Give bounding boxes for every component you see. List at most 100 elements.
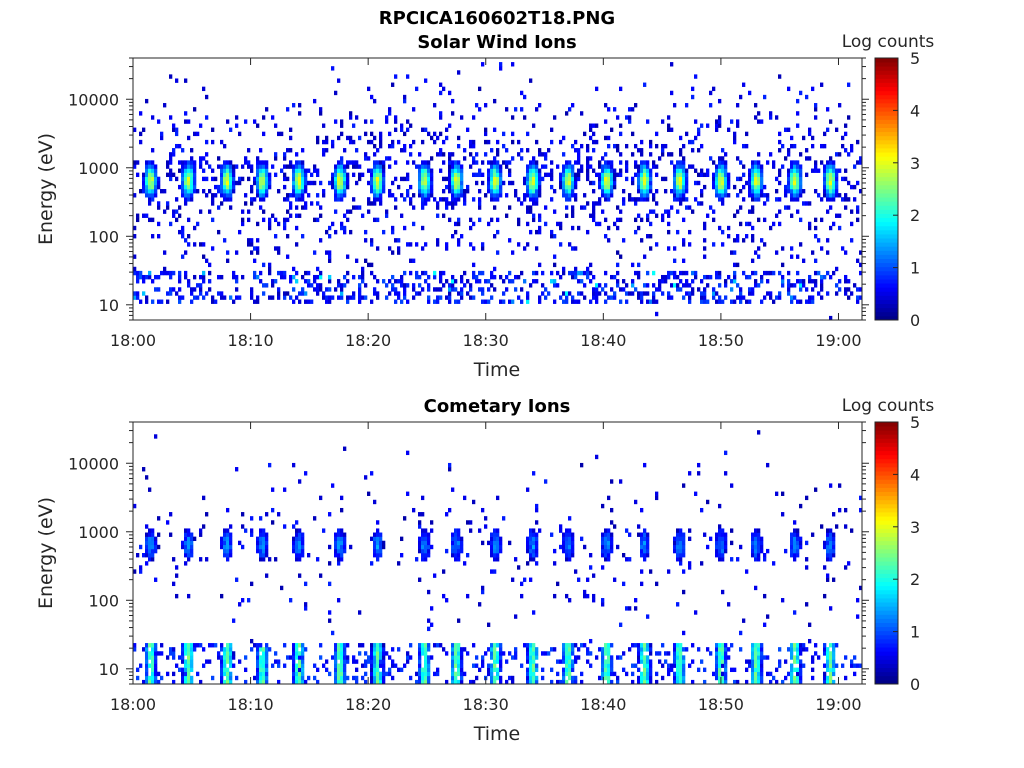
heatmap-cell [406,242,410,247]
heatmap-cell [664,651,668,656]
heatmap-cell [214,193,218,198]
heatmap-cell [226,197,230,202]
heatmap-cell [379,160,383,165]
heatmap-cell [499,274,503,280]
heatmap-cell [799,279,803,284]
heatmap-cell [427,532,431,537]
heatmap-cell [814,643,818,648]
heatmap-cell [529,655,533,660]
heatmap-cell [568,598,572,603]
heatmap-cell [145,675,149,681]
heatmap-cell [562,671,566,677]
heatmap-cell [700,295,704,300]
heatmap-cell [679,553,683,558]
heatmap-cell [337,679,341,685]
heatmap-cell [265,176,269,182]
heatmap-cell [448,172,452,178]
heatmap-cell [256,172,260,178]
heatmap-cell [808,131,812,137]
heatmap-cell [184,274,188,280]
heatmap-cell [553,115,557,120]
heatmap-cell [721,168,725,173]
heatmap-cell [655,189,659,194]
heatmap-cell [637,655,641,660]
colorbar-segment [875,679,898,685]
heatmap-cell [460,172,464,178]
heatmap-cell [367,197,371,202]
heatmap-cell [598,197,602,202]
heatmap-cell [451,675,455,681]
heatmap-cell [640,548,644,554]
heatmap-cell [181,164,185,169]
heatmap-cell [760,189,764,194]
heatmap-cell [745,143,749,149]
heatmap-cell [343,168,347,173]
heatmap-cell [244,679,248,685]
heatmap-cell [799,283,803,288]
heatmap-cell [340,287,344,292]
heatmap-cell [565,557,569,562]
heatmap-cell [472,262,476,268]
heatmap-cell [373,180,377,186]
heatmap-cell [703,287,707,292]
heatmap-cell [223,160,227,165]
heatmap-cell [613,274,617,280]
heatmap-cell [601,180,605,186]
heatmap-cell [154,168,158,173]
heatmap-cell [610,671,614,677]
heatmap-cell [619,152,623,157]
heatmap-cell [778,270,782,276]
heatmap-cell [151,679,155,685]
heatmap-cell [820,295,824,300]
heatmap-cell [388,156,392,161]
heatmap-cell [643,532,647,537]
heatmap-cell [454,193,458,198]
heatmap-cell [304,299,308,304]
heatmap-cell [250,291,254,296]
heatmap-cell [715,291,719,296]
heatmap-cell [421,168,425,173]
heatmap-cell [610,189,614,194]
heatmap-cell [844,193,848,198]
heatmap-cell [460,164,464,169]
heatmap-cell [481,659,485,664]
heatmap-cell [604,532,608,537]
heatmap-cell [796,209,800,214]
heatmap-cell [733,213,737,218]
heatmap-cell [826,679,830,685]
heatmap-cell [199,291,203,296]
heatmap-cell [508,205,512,210]
heatmap-cell [550,168,554,173]
heatmap-cell [316,168,320,173]
heatmap-cell [331,483,335,488]
heatmap-cell [625,528,629,533]
heatmap-cell [664,279,668,284]
heatmap-cell [250,238,254,243]
heatmap-cell [157,516,161,521]
heatmap-cell [235,675,239,681]
heatmap-cell [457,168,461,173]
heatmap-cell [373,152,377,157]
heatmap-cell [454,184,458,190]
heatmap-cell [241,524,245,529]
heatmap-cell [346,295,350,300]
heatmap-cell [649,246,653,251]
heatmap-cell [679,532,683,537]
heatmap-cell [148,197,152,202]
heatmap-cell [334,643,338,648]
heatmap-cell [811,287,815,292]
heatmap-cell [781,491,785,496]
heatmap-cell [256,679,260,685]
heatmap-cell [253,258,257,263]
heatmap-cell [697,462,701,468]
heatmap-cell [640,295,644,300]
heatmap-cell [820,82,824,87]
heatmap-cell [679,152,683,157]
heatmap-cell [220,675,224,681]
heatmap-cell [679,643,683,648]
heatmap-cell [790,299,794,304]
heatmap-cell [484,152,488,157]
heatmap-cell [655,311,659,317]
heatmap-cell [304,205,308,210]
heatmap-cell [667,127,671,132]
